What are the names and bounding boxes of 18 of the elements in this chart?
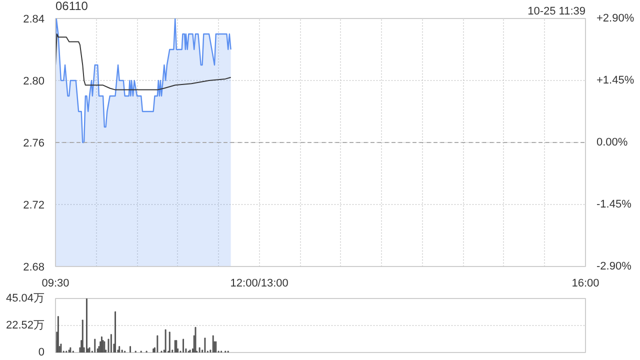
x-tick-label: 16:00 — [572, 278, 600, 290]
x-tick-label: 12:00/13:00 — [230, 278, 288, 290]
y-tick-label: 22.52万 — [6, 320, 45, 332]
y-tick-label: 45.04万 — [6, 292, 45, 304]
y2-tick-label: +1.45% — [596, 74, 634, 86]
y2-tick-label: -1.45% — [596, 198, 632, 210]
y2-tick-label: +2.90% — [596, 12, 634, 24]
x-tick-label: 09:30 — [42, 278, 70, 290]
chart-title: 06110 — [56, 0, 88, 13]
y-tick-label: 2.80 — [23, 76, 45, 88]
y-tick-label: 0 — [38, 346, 45, 358]
y-tick-label: 2.72 — [23, 200, 45, 212]
y-tick-label: 2.84 — [23, 14, 45, 26]
y-tick-label: 2.76 — [23, 138, 45, 150]
y-tick-label: 2.68 — [23, 262, 45, 274]
text: 10-25 11:39 — [528, 6, 586, 18]
y2-tick-label: -2.90% — [596, 260, 632, 272]
y2-tick-label: 0.00% — [596, 136, 628, 148]
